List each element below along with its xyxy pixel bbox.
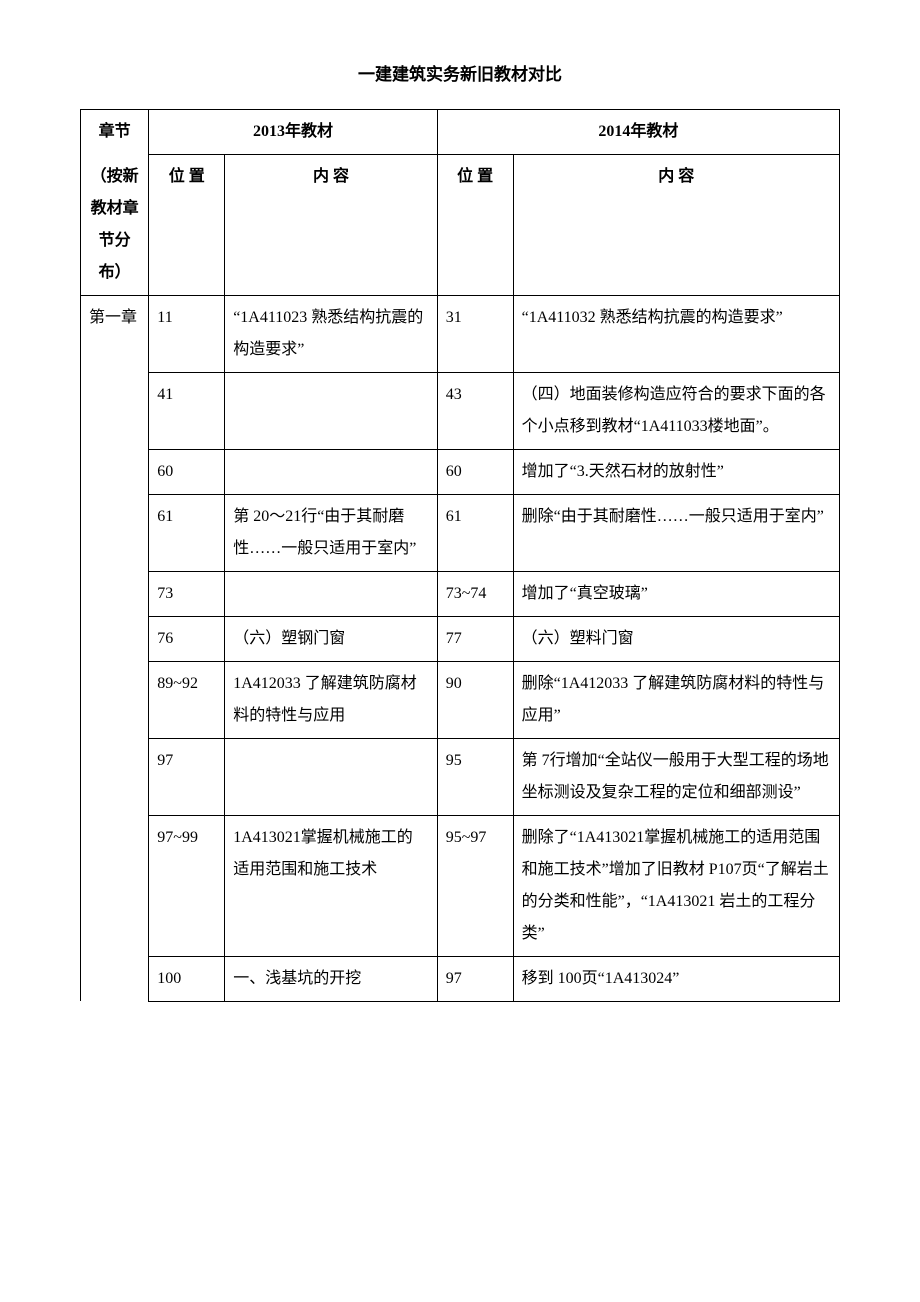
table-row: 61 第 20～21行“由于其耐磨性……一般只适用于室内” 61 删除“由于其耐… [81,494,840,571]
table-row: 89~92 1A412033 了解建筑防腐材料的特性与应用 90 删除“1A41… [81,661,840,738]
cell-pos2014: 77 [437,616,513,661]
cell-cont2013: 1A412033 了解建筑防腐材料的特性与应用 [225,661,438,738]
cell-pos2013: 97 [149,738,225,815]
cell-cont2014: 增加了“真空玻璃” [513,571,839,616]
cell-pos2013: 60 [149,449,225,494]
cell-cont2014: 第 7行增加“全站仪一般用于大型工程的场地坐标测设及复杂工程的定位和细部测设” [513,738,839,815]
hdr-2014: 2014年教材 [437,110,839,155]
cell-pos2014: 95 [437,738,513,815]
hdr-cont-2013: 内 容 [225,155,438,296]
table-row: 第一章 11 “1A411023 熟悉结构抗震的构造要求” 31 “1A4110… [81,295,840,372]
table-row: 97~99 1A413021掌握机械施工的适用范围和施工技术 95~97 删除了… [81,815,840,956]
hdr-pos-2013: 位 置 [149,155,225,296]
cell-pos2013: 41 [149,372,225,449]
cell-pos2013: 97~99 [149,815,225,956]
hdr-chapter: 章节 [81,110,149,155]
table-row: 60 60 增加了“3.天然石材的放射性” [81,449,840,494]
cell-pos2013: 73 [149,571,225,616]
cell-cont2013: 1A413021掌握机械施工的适用范围和施工技术 [225,815,438,956]
chapter-cell: 第一章 [81,295,149,1001]
cell-pos2014: 60 [437,449,513,494]
table-row: 76 （六）塑钢门窗 77 （六）塑料门窗 [81,616,840,661]
table-row: 41 43 （四）地面装修构造应符合的要求下面的各个小点移到教材“1A41103… [81,372,840,449]
cell-cont2014: 删除“1A412033 了解建筑防腐材料的特性与应用” [513,661,839,738]
hdr-2013: 2013年教材 [149,110,437,155]
cell-pos2014: 43 [437,372,513,449]
cell-cont2013 [225,449,438,494]
cell-pos2013: 100 [149,956,225,1001]
cell-pos2014: 61 [437,494,513,571]
cell-cont2014: 删除“由于其耐磨性……一般只适用于室内” [513,494,839,571]
cell-pos2014: 90 [437,661,513,738]
cell-pos2013: 89~92 [149,661,225,738]
cell-pos2014: 97 [437,956,513,1001]
cell-pos2013: 76 [149,616,225,661]
cell-cont2013: “1A411023 熟悉结构抗震的构造要求” [225,295,438,372]
cell-pos2013: 61 [149,494,225,571]
table-row: 97 95 第 7行增加“全站仪一般用于大型工程的场地坐标测设及复杂工程的定位和… [81,738,840,815]
cell-cont2013 [225,571,438,616]
cell-cont2013: （六）塑钢门窗 [225,616,438,661]
cell-pos2014: 95~97 [437,815,513,956]
cell-cont2014: （六）塑料门窗 [513,616,839,661]
cell-cont2014: “1A411032 熟悉结构抗震的构造要求” [513,295,839,372]
hdr-pos-2014: 位 置 [437,155,513,296]
hdr-chapter-sub: （按新教材章节分布） [81,155,149,296]
cell-cont2013 [225,738,438,815]
cell-cont2013 [225,372,438,449]
comparison-table: 章节 2013年教材 2014年教材 （按新教材章节分布） 位 置 内 容 位 … [80,109,840,1002]
cell-cont2014: 删除了“1A413021掌握机械施工的适用范围和施工技术”增加了旧教材 P107… [513,815,839,956]
cell-cont2014: 增加了“3.天然石材的放射性” [513,449,839,494]
cell-pos2014: 73~74 [437,571,513,616]
hdr-cont-2014: 内 容 [513,155,839,296]
cell-pos2014: 31 [437,295,513,372]
page-title: 一建建筑实务新旧教材对比 [80,60,840,85]
cell-pos2013: 11 [149,295,225,372]
cell-cont2014: 移到 100页“1A413024” [513,956,839,1001]
table-row: 100 一、浅基坑的开挖 97 移到 100页“1A413024” [81,956,840,1001]
cell-cont2014: （四）地面装修构造应符合的要求下面的各个小点移到教材“1A411033楼地面”。 [513,372,839,449]
cell-cont2013: 第 20～21行“由于其耐磨性……一般只适用于室内” [225,494,438,571]
cell-cont2013: 一、浅基坑的开挖 [225,956,438,1001]
table-row: 73 73~74 增加了“真空玻璃” [81,571,840,616]
